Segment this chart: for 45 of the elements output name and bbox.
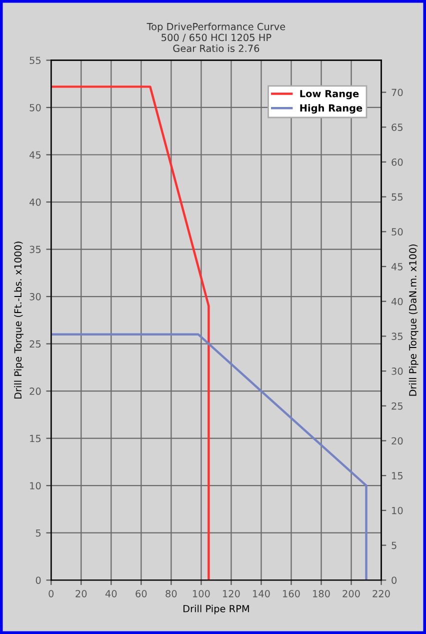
y-tick-label: 5 — [36, 529, 41, 537]
y-tick-label: 0 — [36, 576, 41, 584]
y-tick-label: 15 — [30, 434, 41, 442]
x-tick-label: 80 — [166, 590, 177, 598]
y2-axis-title: Drill Pipe Torque (DaN.m. x100) — [408, 244, 418, 396]
y2-tick-label: 40 — [391, 298, 403, 306]
y2-tick-label: 65 — [392, 124, 403, 131]
y-tick-label: 35 — [30, 246, 41, 254]
x-tick-label: 200 — [342, 590, 360, 598]
x-tick-label: 60 — [136, 590, 147, 598]
y2-tick-label: 5 — [392, 542, 396, 550]
x-tick-label: 20 — [76, 590, 87, 598]
y2-tick-label: 70 — [392, 88, 403, 96]
y-tick-label: 55 — [30, 56, 41, 64]
y2-tick-label: 60 — [392, 158, 403, 166]
x-tick-label: 40 — [105, 590, 117, 598]
y-tick-label: 50 — [30, 104, 41, 112]
y2-tick-label: 55 — [392, 193, 403, 201]
legend-label: High Range — [300, 104, 362, 114]
chart-title: Top DrivePerformance Curve 500 / 650 HCI 1205 HP Gear Ratio is 2.76 — [146, 22, 286, 52]
y-tick-label: 30 — [30, 293, 41, 300]
legend-label: Low Range — [300, 90, 359, 100]
y-tick-label: 20 — [30, 388, 41, 395]
y2-tick-label: 15 — [392, 472, 403, 480]
y-axis-title: Drill Pipe Torque (Ft.-Lbs. x1000) — [14, 242, 24, 399]
y2-tick-label: 45 — [391, 263, 403, 270]
x-tick-label: 0 — [48, 590, 54, 598]
y-tick-label: 40 — [30, 198, 41, 206]
x-tick-label: 160 — [283, 590, 300, 598]
y2-tick-label: 50 — [392, 228, 403, 236]
y-tick-label: 45 — [30, 151, 41, 159]
y2-tick-label: 10 — [392, 506, 403, 514]
y2-tick-label: 0 — [392, 576, 397, 584]
x-tick-label: 100 — [192, 590, 210, 598]
y2-tick-label: 20 — [392, 437, 403, 445]
y2-tick-label: 30 — [392, 368, 403, 375]
x-tick-label: 140 — [253, 590, 270, 598]
y-tick-label: 10 — [30, 482, 41, 490]
x-axis-title: Drill Pipe RPM — [184, 604, 249, 614]
x-tick-label: 120 — [222, 590, 240, 598]
y2-tick-label: 35 — [392, 332, 403, 340]
y2-tick-label: 25 — [392, 402, 403, 410]
x-tick-label: 180 — [313, 590, 330, 598]
y-tick-label: 25 — [30, 340, 41, 348]
x-tick-label: 220 — [372, 590, 390, 598]
